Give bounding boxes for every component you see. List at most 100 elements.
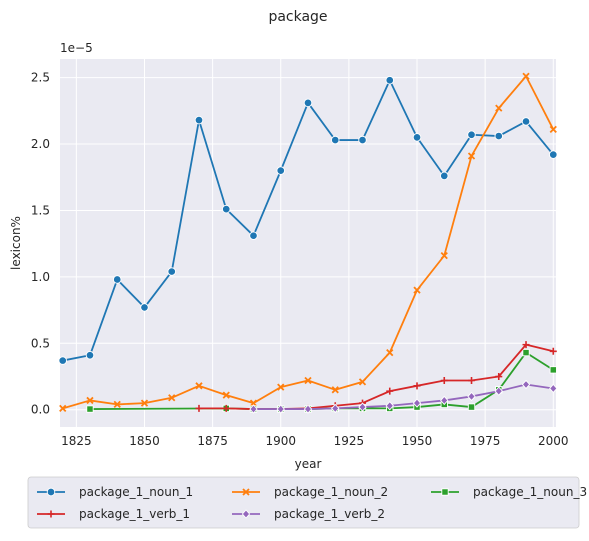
series-package-1-noun-1 bbox=[58, 76, 558, 365]
legend-box bbox=[27, 476, 580, 529]
y-axis-label: lexicon% bbox=[9, 216, 23, 270]
legend-item: package_1_verb_1 bbox=[37, 507, 190, 521]
legend: package_1_noun_1 package_1_noun_2 package_… bbox=[27, 476, 587, 529]
data-point bbox=[58, 356, 67, 365]
data-point bbox=[222, 404, 230, 412]
data-point bbox=[494, 386, 503, 396]
legend-label: package_1_noun_2 bbox=[274, 485, 388, 499]
y-tick-label: 1.5 bbox=[31, 203, 50, 217]
data-point bbox=[249, 231, 258, 240]
y-scale-offset-label: 1e−5 bbox=[60, 41, 93, 55]
x-tick-label: 1925 bbox=[334, 434, 365, 448]
data-point bbox=[167, 267, 176, 276]
data-point bbox=[495, 373, 503, 381]
data-point bbox=[358, 135, 367, 145]
data-point bbox=[549, 125, 557, 134]
y-tick-label: 2.5 bbox=[31, 71, 50, 85]
y-tick-label: 1.0 bbox=[31, 270, 50, 284]
legend-marker bbox=[241, 509, 251, 519]
data-point bbox=[385, 401, 394, 411]
data-point bbox=[494, 131, 504, 141]
data-point bbox=[85, 351, 95, 360]
series-package-1-verb-2 bbox=[249, 379, 558, 414]
data-point bbox=[440, 251, 448, 260]
x-axis-label: year bbox=[295, 457, 322, 471]
legend-label: package_1_noun_1 bbox=[79, 485, 193, 499]
data-point bbox=[467, 391, 476, 402]
axes: 1825 1850 1875 1900 1925 1950 1975 2000 0.0 0.5 1.… bbox=[31, 71, 569, 448]
y-tick-label: 0.0 bbox=[31, 403, 50, 417]
legend-item: package_1_noun_3 bbox=[431, 485, 587, 499]
data-point bbox=[440, 377, 448, 385]
data-point bbox=[331, 403, 340, 414]
data-point bbox=[249, 399, 258, 407]
data-point bbox=[385, 76, 395, 85]
data-point bbox=[303, 404, 313, 414]
data-point bbox=[412, 133, 422, 142]
data-point bbox=[522, 348, 530, 357]
data-point bbox=[304, 376, 312, 385]
series-package-1-noun-2 bbox=[59, 72, 557, 413]
data-point bbox=[222, 391, 230, 399]
grid bbox=[60, 59, 556, 427]
legend-label: package_1_verb_2 bbox=[274, 507, 385, 521]
chart-title: package bbox=[268, 9, 327, 25]
x-tick-label: 1950 bbox=[402, 434, 433, 448]
data-point bbox=[495, 104, 503, 112]
legend-label: package_1_verb_1 bbox=[79, 507, 190, 521]
data-point bbox=[303, 98, 313, 108]
data-point bbox=[358, 378, 367, 386]
data-point bbox=[549, 366, 557, 374]
legend-items: package_1_noun_1 package_1_noun_2 package_… bbox=[37, 485, 587, 521]
y-tick-label: 0.5 bbox=[31, 336, 50, 350]
data-point bbox=[113, 400, 121, 409]
data-point bbox=[412, 398, 422, 408]
x-tick-label: 1900 bbox=[265, 434, 296, 448]
x-tick-label: 1825 bbox=[61, 434, 92, 448]
data-point bbox=[386, 387, 394, 395]
x-tick-label: 1850 bbox=[129, 434, 160, 448]
data-point bbox=[468, 377, 476, 385]
data-point bbox=[59, 404, 67, 413]
data-point bbox=[194, 115, 204, 125]
data-point bbox=[276, 166, 285, 175]
legend-marker bbox=[46, 487, 56, 497]
data-point bbox=[221, 204, 231, 214]
series-layer bbox=[58, 72, 558, 414]
data-point bbox=[249, 404, 258, 414]
data-point bbox=[140, 399, 149, 407]
data-point bbox=[331, 386, 339, 394]
data-point bbox=[276, 404, 285, 414]
x-tick-label: 1975 bbox=[470, 434, 501, 448]
data-point bbox=[358, 402, 367, 412]
data-point bbox=[86, 396, 94, 405]
data-point bbox=[331, 135, 340, 145]
data-point bbox=[440, 171, 449, 181]
data-point bbox=[140, 303, 149, 312]
data-point bbox=[195, 404, 203, 412]
data-point bbox=[112, 275, 122, 284]
data-point bbox=[386, 348, 394, 357]
plot-area bbox=[60, 59, 556, 427]
data-point bbox=[168, 394, 176, 402]
data-point bbox=[521, 117, 531, 126]
legend-item: package_1_verb_2 bbox=[232, 507, 385, 521]
data-point bbox=[277, 383, 285, 391]
data-point bbox=[549, 347, 557, 355]
data-point bbox=[467, 403, 476, 411]
data-point bbox=[522, 341, 530, 349]
legend-marker bbox=[47, 510, 55, 518]
data-point bbox=[413, 382, 421, 390]
data-point bbox=[195, 382, 203, 390]
data-point bbox=[549, 383, 558, 394]
data-point bbox=[467, 152, 476, 160]
legend-marker bbox=[242, 488, 250, 496]
data-point bbox=[521, 379, 531, 390]
series-line bbox=[253, 383, 554, 410]
data-point bbox=[440, 395, 449, 406]
legend-item: package_1_noun_2 bbox=[232, 485, 388, 499]
data-point bbox=[86, 405, 94, 413]
legend-label: package_1_noun_3 bbox=[473, 485, 587, 499]
